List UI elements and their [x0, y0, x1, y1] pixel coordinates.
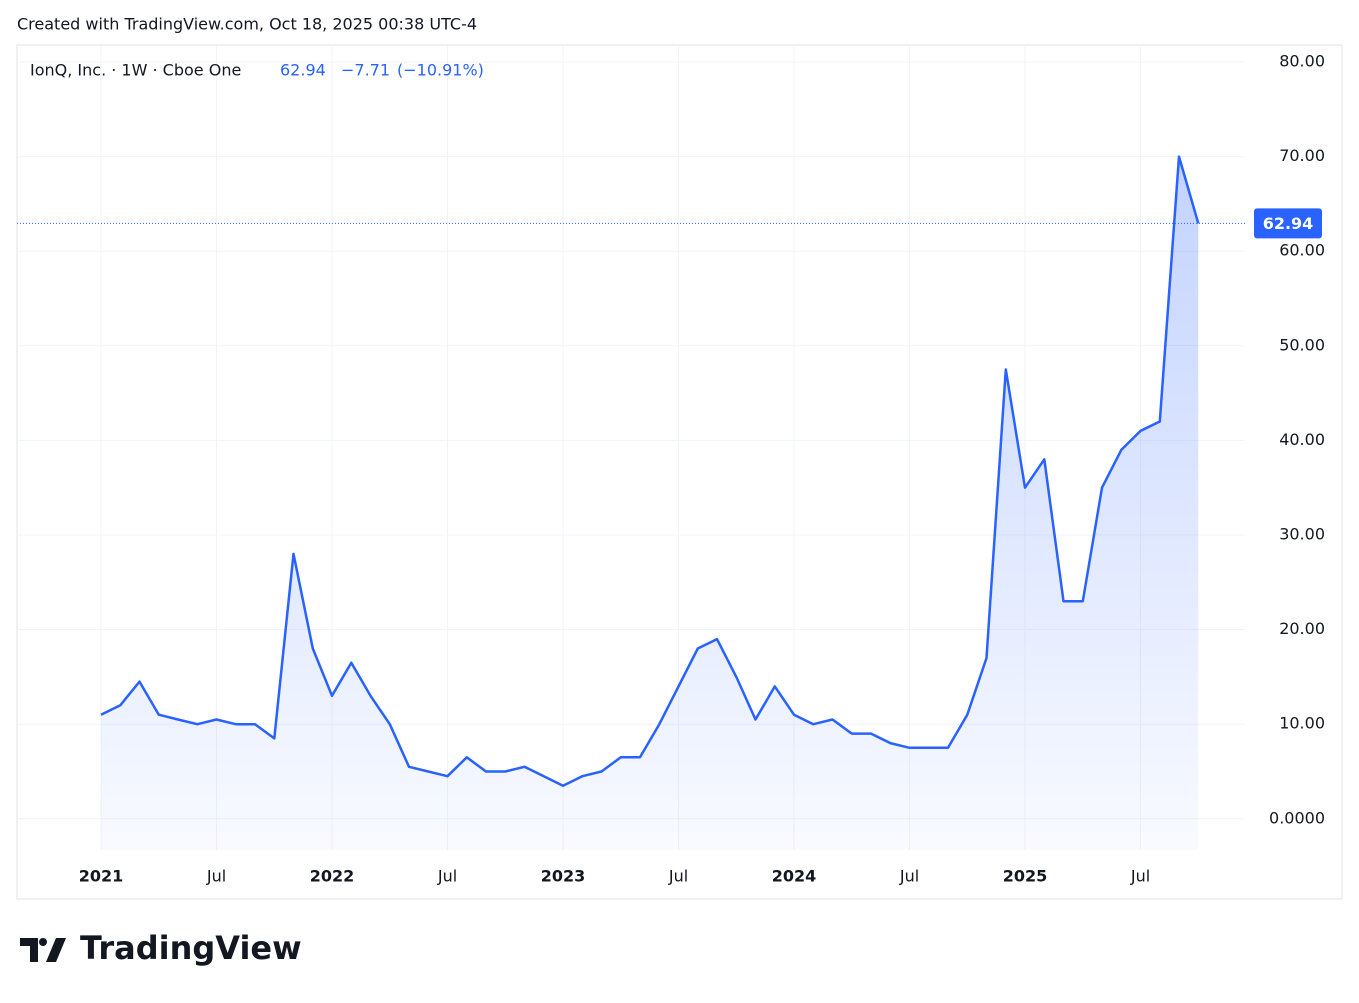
- y-tick-label: 20.00: [1279, 619, 1325, 638]
- y-tick-label: 10.00: [1279, 714, 1325, 733]
- y-tick-label: 80.00: [1279, 52, 1325, 71]
- y-tick-label: 0.0000: [1269, 808, 1325, 827]
- y-tick-label: 70.00: [1279, 146, 1325, 165]
- x-tick-label: 2021: [79, 867, 124, 886]
- price-change: −7.71: [341, 61, 390, 80]
- x-tick-label: Jul: [437, 867, 457, 886]
- x-tick-label: Jul: [206, 867, 226, 886]
- last-price-tag: [1254, 208, 1322, 239]
- last-price: 62.94: [280, 61, 326, 80]
- y-tick-label: 30.00: [1279, 525, 1325, 544]
- x-tick-label: 2024: [772, 867, 817, 886]
- price-change-pct: (−10.91%): [397, 61, 484, 80]
- y-tick-label: 60.00: [1279, 241, 1325, 260]
- y-tick-label: 40.00: [1279, 430, 1325, 449]
- x-tick-label: 2025: [1003, 867, 1048, 886]
- x-tick-label: 2022: [310, 867, 355, 886]
- created-note: Created with TradingView.com, Oct 18, 20…: [17, 15, 477, 34]
- logo: TradingView: [20, 929, 302, 967]
- last-price-tag-label: 62.94: [1263, 214, 1314, 233]
- plot: [17, 155, 1245, 851]
- price-line: [100, 155, 1200, 787]
- area-fill: [101, 156, 1199, 851]
- x-tick-label: Jul: [668, 867, 688, 886]
- x-tick-label: 2023: [541, 867, 586, 886]
- chart-title: IonQ, Inc. · 1W · Cboe One: [30, 61, 241, 80]
- x-tick-label: Jul: [899, 867, 919, 886]
- y-tick-label: 50.00: [1279, 335, 1325, 354]
- chart-frame: [16, 44, 1343, 900]
- labels: 0.0000 10.00 20.00 30.00 40.00 50.00 60.00 70.0…: [79, 52, 1325, 886]
- brand: TradingView: [80, 929, 302, 967]
- x-tick-label: Jul: [1130, 867, 1150, 886]
